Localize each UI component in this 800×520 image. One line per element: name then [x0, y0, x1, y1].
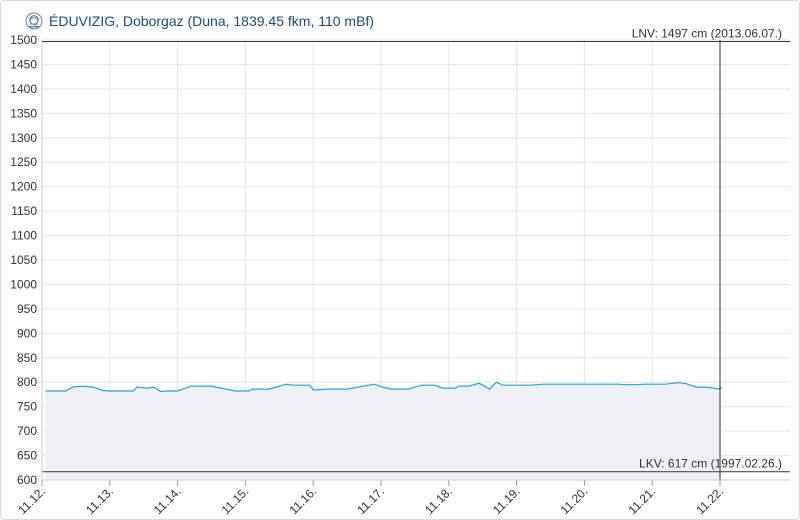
- x-tick-label: 11.19.: [490, 484, 523, 517]
- x-tick-label: 11.12.: [15, 484, 48, 517]
- reference-lines: LNV: 1497 cm (2013.06.07.) LKV: 617 cm (1…: [42, 26, 790, 486]
- y-tick-label: 1000: [10, 277, 37, 291]
- x-tick-label: 11.16.: [286, 484, 319, 517]
- y-tick-label: 1300: [10, 131, 37, 145]
- x-tick-label: 11.17.: [354, 484, 387, 517]
- y-tick-label: 1100: [11, 229, 37, 243]
- y-axis: 600 650 700 750 800 850 900 950 1000 1050 1100 1150…: [10, 33, 43, 487]
- y-tick-label: 750: [17, 400, 37, 414]
- y-tick-label: 1150: [11, 204, 37, 218]
- y-tick-label: 1500: [10, 33, 37, 47]
- y-tick-label: 800: [17, 375, 37, 389]
- x-tick-label: 11.20.: [558, 484, 591, 517]
- y-tick-label: 600: [17, 473, 37, 487]
- y-tick-label: 850: [17, 351, 37, 365]
- x-tick-label: 11.21.: [625, 484, 658, 517]
- chart-title: ÉDUVIZIG, Doborgaz (Duna, 1839.45 fkm, 1…: [49, 13, 374, 29]
- series-line: [45, 381, 722, 393]
- x-tick-label: 11.18.: [422, 484, 455, 517]
- y-tick-label: 1200: [10, 180, 37, 194]
- y-tick-label: 700: [17, 424, 37, 438]
- x-tick-label: 11.14.: [151, 484, 184, 517]
- reference-label-lkv: LKV: 617 cm (1997.02.26.): [639, 457, 782, 471]
- y-tick-label: 650: [17, 449, 37, 463]
- reference-label-lnv: LNV: 1497 cm (2013.06.07.): [632, 26, 782, 40]
- y-tick-label: 1450: [10, 57, 37, 71]
- y-tick-label: 1400: [10, 82, 37, 96]
- y-tick-label: 1350: [10, 106, 37, 120]
- y-tick-label: 1250: [10, 155, 37, 169]
- x-tick-label: 11.13.: [83, 484, 116, 517]
- header: ÉDUVIZIG, Doborgaz (Duna, 1839.45 fkm, 1…: [25, 9, 374, 33]
- series-area: [45, 382, 722, 480]
- series-line-path: [45, 381, 722, 393]
- x-tick-label: 11.22.: [693, 484, 726, 517]
- y-tick-label: 1050: [10, 253, 37, 267]
- series-area-fill: [45, 382, 722, 480]
- eduvizig-logo-icon: [25, 12, 43, 30]
- x-tick-label: 11.15.: [219, 484, 252, 517]
- y-tick-label: 950: [17, 302, 37, 316]
- y-tick-label: 900: [17, 326, 37, 340]
- x-axis: 11.12. 11.13. 11.14. 11.15. 11.16. 11.17. 11.1…: [15, 479, 790, 517]
